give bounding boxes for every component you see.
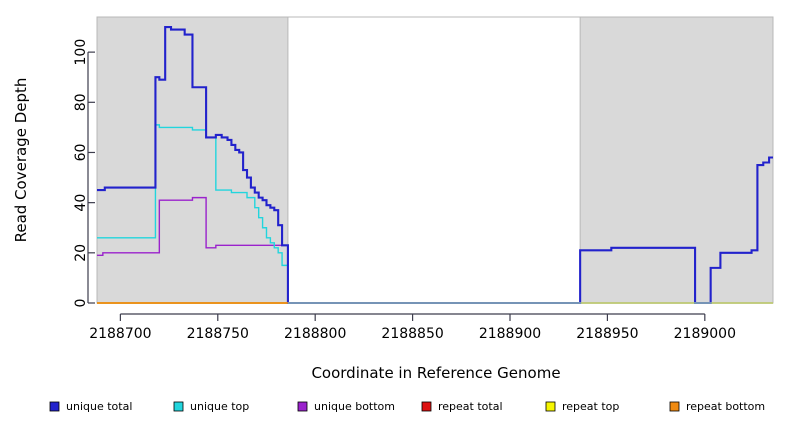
- x-tick-label-2188750: 2188750: [187, 326, 249, 342]
- legend-label-repeat-top: repeat top: [562, 400, 619, 413]
- x-tick-label-2188800: 2188800: [284, 326, 346, 342]
- x-tick-label-2188850: 2188850: [381, 326, 443, 342]
- series-unique-bottom: [97, 196, 289, 303]
- legend-swatch-unique-total: [49, 401, 60, 412]
- legend-label-unique-top: unique top: [190, 400, 249, 413]
- x-axis-title: Coordinate in Reference Genome: [311, 364, 560, 382]
- y-axis-title: Read Coverage Depth: [12, 78, 30, 243]
- x-tick-label-2188950: 2188950: [576, 326, 638, 342]
- y-tick-label-60: 60: [73, 144, 89, 162]
- y-tick-label-20: 20: [73, 244, 89, 262]
- y-tick-label-80: 80: [73, 93, 89, 111]
- legend-swatch-unique-top: [173, 401, 184, 412]
- legend-label-unique-bottom: unique bottom: [314, 400, 395, 413]
- x-tick-label-2188900: 2188900: [479, 326, 541, 342]
- legend-swatch-repeat-bottom: [669, 401, 680, 412]
- axis-group: [87, 51, 706, 321]
- x-tick-label-2189000: 2189000: [674, 326, 736, 342]
- tick-labels: 2188700 2188750 2188800 2188850 2188900 21889…: [73, 39, 736, 342]
- legend-label-repeat-total: repeat total: [438, 400, 503, 413]
- legend-label-repeat-bottom: repeat bottom: [686, 400, 765, 413]
- legend-label-unique-total: unique total: [66, 400, 132, 413]
- series-group: [97, 25, 773, 305]
- y-tick-label-40: 40: [73, 194, 89, 212]
- y-tick-label-0: 0: [73, 299, 89, 308]
- legend: unique total unique top unique bottom repea…: [49, 400, 765, 413]
- series-unique-top: [97, 124, 289, 303]
- legend-swatch-repeat-top: [545, 401, 556, 412]
- legend-swatch-unique-bottom: [297, 401, 308, 412]
- legend-swatch-repeat-total: [421, 401, 432, 412]
- repeat-region-right: [579, 16, 774, 304]
- y-tick-label-100: 100: [73, 39, 89, 66]
- x-tick-label-2188700: 2188700: [89, 326, 151, 342]
